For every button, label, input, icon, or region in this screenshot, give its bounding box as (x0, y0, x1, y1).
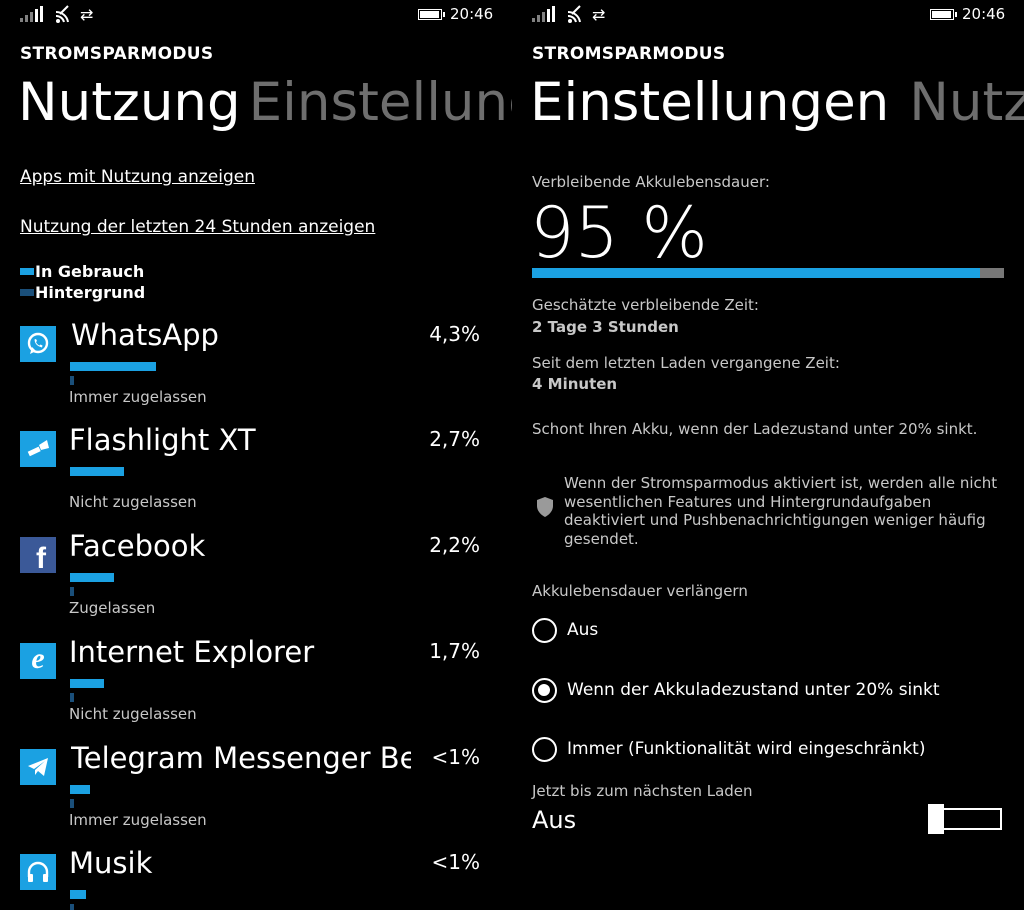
app-status: Zugelassen (69, 599, 156, 617)
estimated-time-value: 2 Tage 3 Stunden (532, 318, 679, 336)
until-next-charge-value: Aus (532, 806, 577, 834)
battery-progress-fill (532, 268, 981, 278)
app-percent: <1% (431, 745, 481, 769)
remaining-label: Verbleibende Akkulebensdauer: (532, 173, 770, 191)
telegram-icon (20, 749, 56, 785)
usage-bar (70, 573, 114, 582)
pivot-item-nutzung[interactable]: Nutzung (909, 72, 1024, 133)
usage-bar (70, 890, 86, 899)
app-percent: 2,7% (429, 427, 480, 451)
app-title: STROMSPARMODUS (532, 44, 726, 64)
facebook-icon: f (20, 537, 56, 575)
internet-explorer-icon: e (20, 642, 56, 679)
app-item-musik[interactable]: Musik <1% (20, 846, 490, 910)
legend-swatch-background (20, 289, 34, 296)
signal-icon (532, 6, 556, 22)
pivot-item-einstellungen[interactable]: Einstellungen (248, 72, 512, 133)
pivot-header: NutzungEinstellungen (18, 72, 512, 133)
radio-option-below-20[interactable]: Wenn der Akkuladezustand unter 20% sinkt (532, 675, 940, 705)
app-status: Immer zugelassen (69, 811, 207, 829)
usage-bar (70, 679, 104, 688)
app-item-flashlight-xt[interactable]: Flashlight XT 2,7% Nicht zugelassen (20, 423, 490, 523)
app-status: Nicht zugelassen (69, 705, 197, 723)
toggle-track (942, 808, 1002, 830)
settings-screen: ⇄ 20:46 STROMSPARMODUS Einstellungen Nutz… (512, 0, 1024, 910)
battery-icon (418, 9, 445, 20)
radio-label: Immer (Funktionalität wird eingeschränkt… (567, 739, 926, 759)
apps-with-usage-link[interactable]: Apps mit Nutzung anzeigen (20, 167, 255, 187)
until-next-charge-toggle[interactable] (928, 804, 1004, 834)
usage-bar (70, 785, 90, 794)
until-next-charge-label: Jetzt bis zum nächsten Laden (532, 782, 753, 800)
pivot-header: Einstellungen Nutzung (530, 72, 1024, 133)
radio-option-always[interactable]: Immer (Funktionalität wird eingeschränkt… (532, 734, 925, 764)
radio-circle[interactable] (532, 617, 557, 643)
app-percent: 1,7% (429, 639, 480, 663)
clock: 20:46 (450, 5, 494, 23)
sync-icon: ⇄ (592, 5, 606, 24)
radio-circle[interactable] (532, 736, 557, 762)
battery-percent: 95 % (530, 192, 708, 274)
info-text: Wenn der Stromsparmodus aktiviert ist, w… (564, 474, 998, 548)
clock: 20:46 (962, 5, 1006, 23)
app-name: Internet Explorer (69, 635, 315, 669)
app-name: Flashlight XT (69, 423, 256, 457)
background-bar (70, 799, 74, 808)
shield-icon (537, 497, 553, 517)
radio-option-aus[interactable]: Aus (532, 615, 598, 645)
legend-swatch-in-use (20, 268, 34, 275)
radio-circle[interactable] (532, 677, 557, 703)
background-bar (70, 904, 74, 910)
toggle-knob[interactable] (928, 804, 944, 834)
app-item-telegram[interactable]: Telegram Messenger Beta <1% Immer zugela… (20, 741, 490, 841)
app-name: Facebook (69, 529, 206, 563)
app-percent: <1% (431, 850, 481, 874)
signal-icon (20, 6, 44, 22)
estimated-time-label: Geschätzte verbleibende Zeit: (532, 296, 759, 314)
background-bar (70, 587, 74, 596)
app-name: WhatsApp (71, 318, 219, 352)
flashlight-icon (20, 431, 56, 467)
saves-battery-text: Schont Ihren Akku, wenn der Ladezustand … (532, 420, 978, 438)
since-charge-value: 4 Minuten (532, 375, 618, 393)
headphones-icon (20, 854, 56, 890)
app-name: Telegram Messenger Beta (71, 741, 411, 775)
app-name: Musik (69, 846, 153, 880)
app-percent: 2,2% (429, 533, 480, 557)
battery-icon (930, 9, 957, 20)
radio-label: Wenn der Akkuladezustand unter 20% sinkt (567, 680, 940, 700)
legend-in-use: In Gebrauch (20, 262, 144, 281)
app-status: Immer zugelassen (69, 388, 207, 406)
app-status: Nicht zugelassen (69, 493, 197, 511)
app-item-internet-explorer[interactable]: e Internet Explorer 1,7% Nicht zugelasse… (20, 635, 490, 735)
extend-battery-label: Akkulebensdauer verlängern (532, 582, 748, 600)
pivot-item-einstellungen[interactable]: Einstellungen (530, 72, 890, 133)
status-bar: ⇄ 20:46 (512, 0, 1024, 30)
legend-label: In Gebrauch (35, 262, 145, 281)
sync-icon: ⇄ (80, 5, 94, 24)
radio-label: Aus (567, 620, 599, 640)
background-bar (70, 693, 74, 702)
usage-bar (70, 362, 156, 371)
status-bar: ⇄ 20:46 (0, 0, 512, 30)
battery-progress-bar (532, 268, 1004, 278)
last-24h-link[interactable]: Nutzung der letzten 24 Stunden anzeigen (20, 217, 376, 237)
whatsapp-icon (20, 326, 56, 362)
app-title: STROMSPARMODUS (20, 44, 214, 64)
background-bar (70, 376, 74, 385)
wifi-call-icon (567, 5, 581, 23)
since-charge-label: Seit dem letzten Laden vergangene Zeit: (532, 354, 840, 372)
legend-label: Hintergrund (35, 283, 146, 302)
pivot-item-nutzung[interactable]: Nutzung (18, 72, 241, 133)
app-item-facebook[interactable]: f Facebook 2,2% Zugelassen (20, 529, 490, 629)
legend-background: Hintergrund (20, 283, 145, 302)
app-item-whatsapp[interactable]: WhatsApp 4,3% Immer zugelassen (20, 318, 490, 418)
usage-screen: ⇄ 20:46 STROMSPARMODUS Nutzung Einstellun… (0, 0, 512, 910)
usage-bar (70, 467, 124, 476)
app-percent: 4,3% (429, 322, 480, 346)
wifi-call-icon (55, 5, 69, 23)
